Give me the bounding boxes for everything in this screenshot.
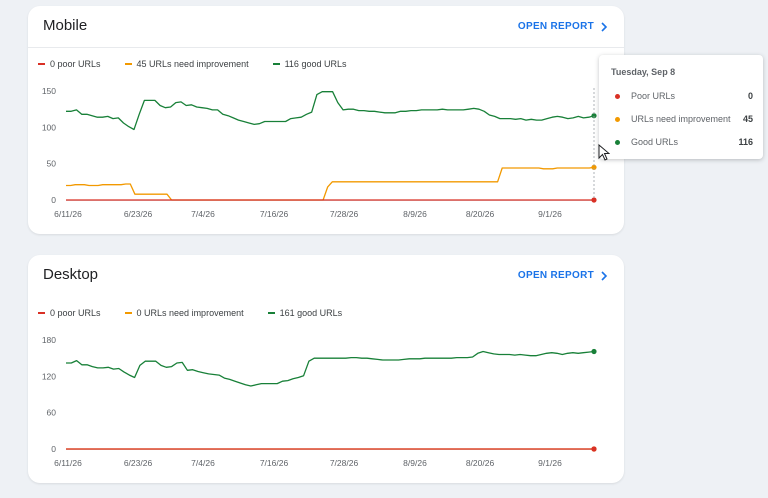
x-tick-label: 8/20/26 — [466, 458, 495, 468]
tooltip-date: Tuesday, Sep 8 — [611, 67, 676, 77]
tooltip-label: Poor URLs — [631, 91, 676, 101]
x-tick-label: 7/16/26 — [260, 458, 289, 468]
legend-label: 116 good URLs — [284, 59, 347, 69]
series-line-good-urls — [66, 91, 595, 131]
y-tick-label: 150 — [42, 86, 56, 96]
legend-swatch — [124, 312, 132, 314]
x-tick-label: 8/9/26 — [403, 209, 427, 219]
chevron-right-icon — [601, 21, 608, 32]
legend-swatch — [38, 63, 45, 65]
legend-item-good[interactable]: 116 good URLs — [272, 59, 347, 69]
y-tick-label: 0 — [51, 195, 56, 205]
legend-item-poor[interactable]: 0 poor URLs — [38, 59, 101, 69]
x-tick-label: 7/4/26 — [191, 458, 215, 468]
y-tick-label: 60 — [47, 408, 57, 418]
y-tick-label: 0 — [51, 444, 56, 454]
tooltip-value: 116 — [738, 137, 753, 147]
open-report-label: OPEN REPORT — [517, 270, 594, 281]
x-tick-label: 7/16/26 — [260, 209, 289, 219]
x-tick-label: 6/23/26 — [124, 458, 153, 468]
legend-swatch — [267, 312, 275, 314]
chart-legend: 0 poor URLs 0 URLs need improvement 161 … — [38, 308, 342, 318]
y-tick-label: 50 — [47, 159, 57, 169]
divider — [28, 47, 624, 48]
desktop-line-chart[interactable]: 0 60 120 180 6/11/26 6/23/26 7/4/26 7/16/26 7/28… — [28, 255, 624, 483]
tooltip-dot — [615, 139, 620, 145]
x-tick-label: 9/1/26 — [538, 458, 562, 468]
tooltip-row-poor: Poor URLs 0 — [615, 91, 753, 101]
y-tick-label: 100 — [42, 122, 56, 132]
mobile-card: Mobile OPEN REPORT 0 poor URLs 45 URLs n… — [28, 6, 624, 234]
x-tick-label: 7/4/26 — [191, 209, 215, 219]
x-tick-label: 9/1/26 — [538, 209, 562, 219]
legend-label: 0 URLs need improvement — [136, 308, 244, 318]
legend-label: 45 URLs need improvement — [136, 59, 249, 69]
y-tick-label: 120 — [42, 371, 56, 381]
legend-label: 0 poor URLs — [50, 308, 101, 318]
card-title: Mobile — [43, 17, 88, 34]
tooltip-value: 45 — [742, 114, 753, 124]
data-point — [591, 164, 597, 170]
data-point — [591, 348, 597, 355]
legend-swatch — [272, 63, 280, 65]
tooltip-dot — [615, 93, 620, 99]
tooltip-label: URLs need improvement — [631, 114, 731, 124]
series-line-good-urls — [66, 350, 595, 387]
y-tick-label: 180 — [42, 335, 56, 345]
chart-legend: 0 poor URLs 45 URLs need improvement 116… — [38, 59, 346, 69]
legend-swatch — [124, 63, 132, 65]
desktop-card: Desktop OPEN REPORT 0 poor URLs 0 URLs n… — [28, 255, 624, 483]
data-point — [591, 197, 597, 203]
data-point — [591, 113, 597, 119]
legend-swatch — [38, 312, 45, 314]
mobile-line-chart[interactable]: 0 50 100 150 6/11/26 6/23/26 7/4/26 7/16/26 7/28… — [28, 6, 624, 234]
x-tick-label: 7/28/26 — [330, 209, 359, 219]
data-point — [591, 446, 597, 452]
legend-item-improve[interactable]: 0 URLs need improvement — [124, 308, 244, 318]
open-report-button[interactable]: OPEN REPORT — [518, 21, 608, 32]
chevron-right-icon — [601, 270, 608, 281]
tooltip-row-good: Good URLs 116 — [615, 137, 753, 147]
x-tick-label: 8/20/26 — [466, 209, 495, 219]
tooltip-value: 0 — [747, 91, 753, 101]
legend-item-poor[interactable]: 0 poor URLs — [38, 308, 101, 318]
open-report-label: OPEN REPORT — [517, 21, 594, 32]
x-tick-label: 7/28/26 — [330, 458, 359, 468]
legend-item-good[interactable]: 161 good URLs — [267, 308, 343, 318]
legend-label: 161 good URLs — [279, 308, 343, 318]
x-tick-label: 8/9/26 — [403, 458, 427, 468]
tooltip-dot — [615, 116, 620, 122]
card-title: Desktop — [43, 266, 99, 283]
legend-label: 0 poor URLs — [50, 59, 101, 69]
open-report-button[interactable]: OPEN REPORT — [518, 270, 608, 281]
mouse-cursor-icon — [598, 144, 610, 161]
x-tick-label: 6/11/26 — [54, 209, 82, 219]
series-line-urls-need-improvement — [66, 166, 595, 201]
x-tick-label: 6/11/26 — [54, 458, 82, 468]
legend-item-improve[interactable]: 45 URLs need improvement — [124, 59, 249, 69]
x-tick-label: 6/23/26 — [124, 209, 153, 219]
chart-tooltip: Tuesday, Sep 8 Poor URLs 0 URLs need imp… — [599, 55, 763, 159]
tooltip-row-improve: URLs need improvement 45 — [615, 114, 753, 124]
tooltip-label: Good URLs — [631, 137, 679, 147]
